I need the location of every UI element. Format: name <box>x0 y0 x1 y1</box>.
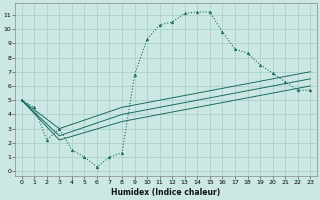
X-axis label: Humidex (Indice chaleur): Humidex (Indice chaleur) <box>111 188 220 197</box>
